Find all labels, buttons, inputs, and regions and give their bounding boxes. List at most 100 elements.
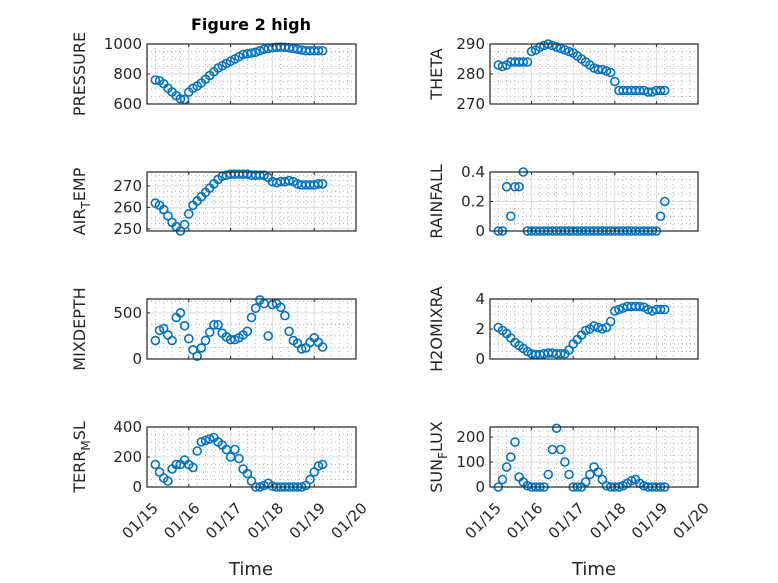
y-tick-label: 0 xyxy=(132,350,142,368)
data-point xyxy=(555,444,566,455)
data-point xyxy=(263,331,274,341)
data-point xyxy=(655,304,666,315)
data-point xyxy=(150,335,161,346)
data-point xyxy=(655,85,666,96)
data-point xyxy=(234,453,244,464)
x-tick-label: 01/15 xyxy=(119,499,162,542)
data-point xyxy=(510,437,520,447)
y-tick-label: 0 xyxy=(475,478,485,496)
subplot-air_temp: 250 260 270 AIRTEMP xyxy=(70,167,357,238)
data-point xyxy=(317,342,328,352)
data-point xyxy=(179,219,190,230)
data-point xyxy=(284,326,294,337)
data-point xyxy=(605,316,616,327)
data-point xyxy=(543,469,554,480)
y-tick-label: 400 xyxy=(113,418,142,436)
data-point xyxy=(601,66,612,76)
y-tick-label: 0.4 xyxy=(461,163,485,181)
y-tick-label: 260 xyxy=(113,198,142,216)
y-tick-label: 280 xyxy=(456,65,485,83)
data-point xyxy=(501,462,512,472)
y-tick-label: 800 xyxy=(113,65,142,83)
data-point xyxy=(510,181,520,192)
data-point xyxy=(605,67,616,78)
y-tick-label: 100 xyxy=(456,453,485,471)
x-tick-label: 01/18 xyxy=(244,499,287,542)
data-point xyxy=(167,335,177,346)
y-tick-label: 0 xyxy=(475,222,485,240)
data-point xyxy=(522,57,533,67)
data-point xyxy=(209,320,219,330)
data-point xyxy=(317,179,328,189)
data-point xyxy=(514,181,524,192)
data-point xyxy=(305,474,315,485)
data-point xyxy=(200,435,211,446)
y-tick-label: 200 xyxy=(456,428,485,446)
subplot-rainfall: 0 0.2 0.4 RAINFALL xyxy=(427,163,699,240)
data-point xyxy=(518,57,529,67)
data-point xyxy=(204,434,215,444)
data-point xyxy=(242,468,253,479)
data-point xyxy=(296,344,307,354)
data-point xyxy=(150,75,161,85)
data-point xyxy=(246,48,257,58)
data-point xyxy=(614,304,624,315)
data-point xyxy=(659,304,670,315)
subplot-pressure: 600 800 1000 PRESSURE xyxy=(70,32,357,116)
y-tick-label: 200 xyxy=(113,448,142,466)
x-tick-label: 01/18 xyxy=(586,499,629,542)
data-point xyxy=(317,459,328,470)
y-axis-label: TERRMSL xyxy=(70,421,93,494)
x-tick-label: 01/17 xyxy=(202,499,245,542)
subplot-terr_msl: 0 200 400 TERRMSL 01/1501/1601/1701/1801/190… xyxy=(70,418,371,542)
y-tick-label: 2 xyxy=(475,320,485,338)
y-axis-label: RAINFALL xyxy=(427,164,446,239)
data-point xyxy=(589,321,599,331)
y-tick-label: 1000 xyxy=(104,35,142,53)
axes-box xyxy=(146,171,357,232)
subplot-h2omixra: 0 2 4 H2OMIXRA xyxy=(427,286,699,372)
data-point xyxy=(280,310,290,321)
y-tick-label: 0 xyxy=(475,350,485,368)
x-tick-label: 01/15 xyxy=(462,499,505,542)
y-axis-label: THETA xyxy=(427,48,446,100)
axes-box xyxy=(146,298,357,360)
x-axis-label-right: Time xyxy=(571,559,616,580)
data-point xyxy=(179,320,190,331)
data-point xyxy=(505,452,516,462)
data-point xyxy=(597,324,608,334)
data-point xyxy=(313,45,324,56)
data-point xyxy=(204,327,215,338)
data-point xyxy=(158,323,169,334)
data-point xyxy=(564,469,574,480)
data-point xyxy=(158,204,169,215)
data-point xyxy=(196,343,207,353)
data-point xyxy=(250,303,261,314)
data-point xyxy=(564,46,574,57)
data-point xyxy=(535,42,545,52)
data-point xyxy=(284,175,294,186)
data-point xyxy=(175,308,186,318)
data-point xyxy=(560,45,570,55)
data-point xyxy=(497,61,508,72)
data-point xyxy=(196,437,207,447)
data-point xyxy=(175,93,186,104)
axes-box xyxy=(489,426,699,488)
data-point xyxy=(171,459,182,470)
x-tick-label: 01/20 xyxy=(328,499,371,542)
data-point xyxy=(192,351,202,362)
data-point xyxy=(184,209,194,219)
data-point xyxy=(313,461,324,471)
data-point xyxy=(213,320,223,330)
y-tick-label: 0.2 xyxy=(461,193,485,211)
data-point xyxy=(555,348,566,359)
x-tick-label: 01/17 xyxy=(545,499,588,542)
data-point xyxy=(200,335,211,346)
x-axis-label-left: Time xyxy=(228,559,273,580)
data-point xyxy=(255,170,265,181)
data-point xyxy=(242,326,253,337)
subplot-mixdepth: 0 500 MIXDEPTH xyxy=(70,287,357,371)
data-point xyxy=(655,211,666,222)
data-point xyxy=(497,474,508,485)
